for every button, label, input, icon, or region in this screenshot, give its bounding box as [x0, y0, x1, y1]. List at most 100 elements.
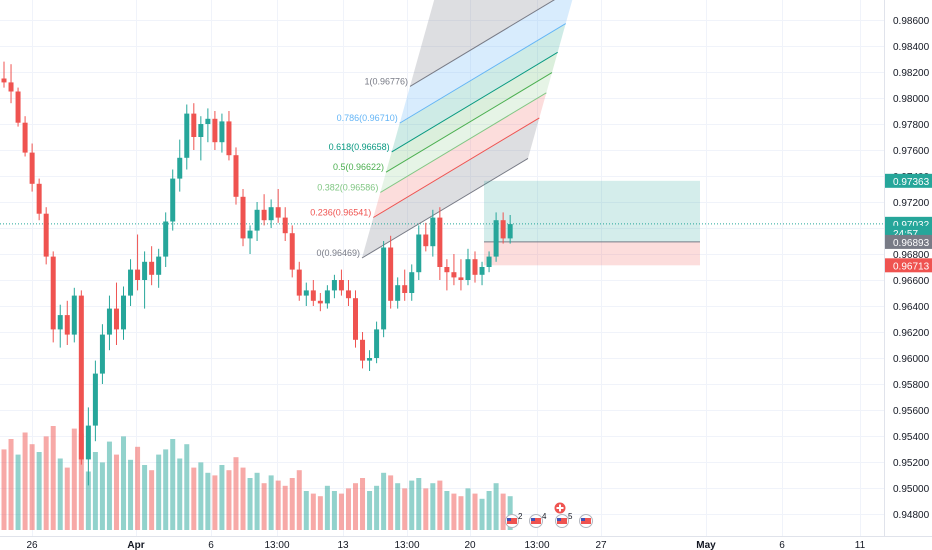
- fib-level-line[interactable]: [399, 23, 566, 124]
- candle-body: [121, 295, 127, 330]
- candle-body: [437, 217, 443, 267]
- candle-body: [1, 78, 7, 83]
- fib-level-line[interactable]: [361, 157, 529, 259]
- candle-body: [472, 259, 478, 275]
- volume-bar: [142, 465, 148, 530]
- fib-level-label: 0.618(0.96658): [329, 142, 390, 152]
- candle-body: [113, 308, 119, 330]
- event-markers[interactable]: 2 4 5: [505, 501, 593, 528]
- volume-bar: [198, 462, 204, 530]
- candle-body: [156, 256, 162, 275]
- candle-body: [353, 298, 358, 340]
- fib-level-line[interactable]: [373, 117, 540, 218]
- volume-bar: [437, 480, 443, 530]
- us-flag-stripes: [557, 518, 567, 524]
- volume-bar: [261, 483, 267, 530]
- fib-channel-band: [380, 72, 552, 193]
- candle-body: [22, 122, 28, 153]
- volume-bar: [472, 493, 478, 530]
- candle-body: [289, 233, 295, 270]
- volume-bar: [310, 493, 316, 530]
- volume-bar: [367, 491, 373, 530]
- time-tick-label: May: [696, 540, 716, 550]
- time-tick-label: 13:00: [524, 540, 549, 550]
- price-tick-label: 0.97200: [893, 198, 930, 209]
- fib-level-line[interactable]: [385, 72, 553, 173]
- event-count: 4: [542, 512, 547, 521]
- price-label-text: 0.96893: [893, 238, 930, 249]
- time-tick-label: 26: [26, 540, 38, 550]
- candle-body: [416, 234, 422, 273]
- candle-body: [219, 121, 225, 143]
- price-tick-label: 0.94800: [893, 510, 930, 521]
- us-flag-icon[interactable]: 4: [529, 512, 548, 528]
- candle-body: [78, 295, 84, 460]
- us-flag-icon[interactable]: 2: [505, 512, 524, 528]
- us-flag-canton: [557, 518, 561, 521]
- long-position-target-zone[interactable]: [484, 180, 700, 242]
- price-label-text: 0.97032: [893, 220, 930, 231]
- swiss-flag-icon[interactable]: [553, 501, 567, 515]
- candle-body: [142, 261, 148, 280]
- candle-body: [402, 285, 408, 293]
- volume-bar: [1, 449, 7, 530]
- fib-level-line[interactable]: [409, 0, 576, 87]
- us-flag-icon[interactable]: [579, 514, 593, 528]
- volume-bar: [500, 493, 506, 530]
- candle-body: [254, 209, 260, 231]
- time-tick-label: 6: [779, 540, 785, 550]
- fib-channel-band: [399, 0, 573, 124]
- volume-bar: [121, 436, 127, 530]
- candle-body: [500, 220, 506, 239]
- volume-bar: [268, 475, 274, 530]
- price-tick-label: 0.96000: [893, 354, 930, 365]
- volume-bar: [106, 441, 112, 530]
- volume-bar: [57, 458, 63, 530]
- us-flag-canton: [531, 518, 535, 521]
- volume-bar: [191, 467, 197, 530]
- candle-body: [184, 113, 190, 158]
- price-label-text: 24:57: [893, 229, 918, 240]
- price-tick-label: 0.95800: [893, 380, 930, 391]
- volume-bar: [71, 428, 77, 530]
- candle-body: [99, 334, 105, 374]
- candle-body: [247, 230, 253, 239]
- candle-body: [50, 256, 56, 330]
- candle-body: [212, 118, 218, 143]
- candle-body: [275, 207, 281, 218]
- us-flag-icon[interactable]: 5: [555, 512, 574, 528]
- price-tick-label: 0.96400: [893, 302, 930, 313]
- volume-bar: [338, 493, 344, 530]
- us-flag-canton: [507, 518, 511, 521]
- volume-bar: [64, 467, 70, 530]
- price-tick-label: 0.95200: [893, 458, 930, 469]
- volume-bar: [170, 439, 176, 530]
- long-position-stop-zone[interactable]: [484, 241, 700, 266]
- price-tick-label: 0.95000: [893, 484, 930, 495]
- volume-bar: [395, 483, 401, 530]
- candle-body: [233, 155, 239, 197]
- fib-channel-band: [386, 52, 558, 173]
- candle-body: [261, 209, 267, 221]
- price-label-bg: [885, 234, 932, 249]
- volume-bar: [128, 459, 134, 530]
- candle-body: [451, 272, 457, 278]
- volume-bar: [29, 444, 35, 530]
- fib-level-line[interactable]: [380, 92, 547, 193]
- candle-body: [149, 261, 155, 275]
- volume-bar: [353, 483, 358, 530]
- candle-body: [486, 256, 492, 267]
- volume-bar: [212, 475, 218, 530]
- time-tick-label: 13: [337, 540, 349, 550]
- volume-bar: [36, 452, 42, 530]
- volume-bar: [113, 454, 119, 530]
- time-axis[interactable]: 26 Apr 6 13:00 13 13:00 20 13:00 27 May 6 11: [26, 540, 865, 550]
- candle-body: [374, 329, 380, 358]
- fib-level-label: 0.786(0.96710): [337, 113, 398, 123]
- fib-level-line[interactable]: [391, 51, 558, 153]
- drawings-layer[interactable]: 0(0.96469) 0.236(0.96541) 0.382(0.96586) 0.…: [0, 0, 884, 266]
- price-axis[interactable]: 0.98600 0.98400 0.98200 0.98000 0.97800 0.976…: [893, 16, 930, 521]
- candle-body: [388, 247, 394, 301]
